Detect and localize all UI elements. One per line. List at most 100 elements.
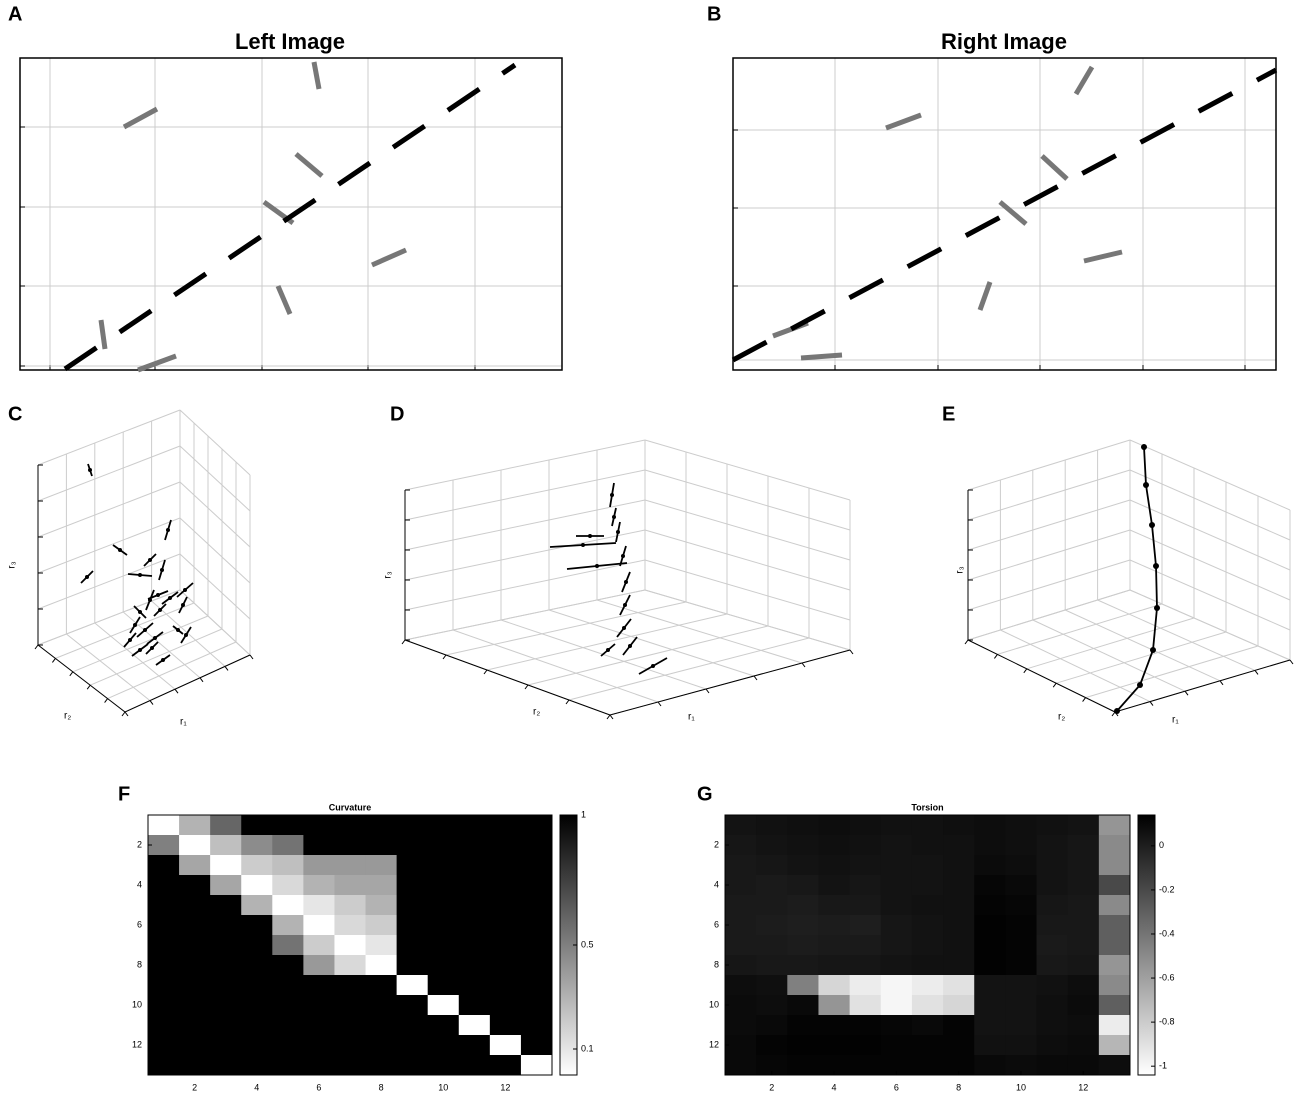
heatmap-cell bbox=[334, 875, 367, 896]
grid-line-layout bbox=[1000, 629, 1151, 703]
heatmap-cell bbox=[756, 995, 788, 1016]
axis-label: r₃ bbox=[7, 561, 18, 568]
tick bbox=[657, 701, 662, 707]
heatmap-cell bbox=[303, 955, 335, 976]
curve bbox=[1116, 446, 1158, 712]
heatmap-cell bbox=[179, 875, 211, 896]
x-tick-label: 2 bbox=[769, 1082, 774, 1092]
heatmap-cell bbox=[210, 935, 242, 956]
heatmap-cell bbox=[818, 995, 851, 1016]
y-tick-label: 6 bbox=[714, 919, 719, 929]
heatmap-cell bbox=[818, 895, 851, 916]
grid-line-layout bbox=[1129, 529, 1291, 601]
heatmap-cell bbox=[427, 935, 460, 956]
grid-line-layout bbox=[107, 641, 237, 700]
heatmap-cell bbox=[943, 835, 975, 856]
heatmap-cell bbox=[880, 975, 913, 996]
heatmap-cell bbox=[210, 835, 242, 856]
heatmap-cell bbox=[1005, 1055, 1038, 1076]
y-tick-label: 8 bbox=[714, 959, 719, 969]
heatmap-cell bbox=[303, 895, 335, 916]
heatmap-cell bbox=[427, 875, 460, 896]
tick bbox=[1254, 670, 1259, 675]
frame bbox=[724, 814, 1131, 1076]
grid-line-layout bbox=[404, 589, 646, 641]
heatmap-cell bbox=[241, 1035, 273, 1056]
heatmap-cell bbox=[1036, 1035, 1069, 1056]
heatmap-cell bbox=[210, 855, 242, 876]
heatmap-cell bbox=[303, 835, 335, 856]
heatmap-cell bbox=[911, 815, 944, 836]
feature-point bbox=[150, 646, 154, 650]
heatmap-cell bbox=[1005, 915, 1038, 936]
heatmap-cell bbox=[179, 1035, 211, 1056]
heatmap-cell bbox=[787, 955, 819, 976]
heatmap-cell bbox=[365, 1015, 398, 1036]
heatmap-cell bbox=[943, 815, 975, 836]
grid-line-layout bbox=[527, 625, 769, 686]
panel-label: A bbox=[8, 3, 22, 25]
feature-point bbox=[181, 603, 185, 607]
axis bbox=[124, 654, 251, 713]
grid-line-layout bbox=[179, 481, 251, 548]
heatmap-cell bbox=[210, 975, 242, 996]
heatmap-cell bbox=[520, 975, 553, 996]
image-title: Right Image bbox=[941, 29, 1067, 54]
heatmap-cell bbox=[241, 895, 273, 916]
heatmap-cell bbox=[241, 875, 273, 896]
y-tick-label: 12 bbox=[132, 1039, 142, 1049]
feature-point bbox=[581, 543, 585, 547]
curve-point bbox=[1149, 522, 1155, 528]
heatmap-cell bbox=[427, 835, 460, 856]
heatmap-cell bbox=[520, 1035, 553, 1056]
heatmap-cell bbox=[179, 855, 211, 876]
heatmap-cell bbox=[818, 1055, 851, 1076]
feature-point bbox=[168, 596, 172, 600]
colorbar-tick-label: 0.5 bbox=[581, 939, 594, 949]
heatmap-cell bbox=[303, 915, 335, 936]
heatmap-cell bbox=[911, 955, 944, 976]
heatmap-cell bbox=[1005, 855, 1038, 876]
axis bbox=[609, 649, 851, 716]
axis-label: r₃ bbox=[955, 566, 966, 573]
heatmap-cell bbox=[179, 1015, 211, 1036]
panel-label: F bbox=[118, 783, 130, 805]
grid-line-layout bbox=[179, 517, 251, 584]
colorbar-tick-label: 0.1 bbox=[581, 1043, 594, 1053]
heatmap-cell bbox=[911, 1055, 944, 1076]
grid-line-layout bbox=[179, 589, 251, 656]
grid-line-layout bbox=[404, 529, 646, 581]
y-tick-label: 12 bbox=[709, 1039, 719, 1049]
heatmap-cell bbox=[1005, 995, 1038, 1016]
heatmap-cell bbox=[396, 815, 429, 836]
heatmap-cell bbox=[520, 995, 553, 1016]
heatmap-cell bbox=[458, 1035, 491, 1056]
heatmap-cell bbox=[489, 955, 522, 976]
heatmap-cell bbox=[179, 1055, 211, 1076]
heatmap-cell bbox=[787, 935, 819, 956]
heatmap-cell bbox=[756, 875, 788, 896]
heatmap-cell bbox=[179, 915, 211, 936]
heatmap-cell bbox=[849, 1055, 882, 1076]
heatmap-cell bbox=[148, 1035, 180, 1056]
heatmap-cell bbox=[787, 995, 819, 1016]
tick bbox=[124, 711, 129, 717]
heatmap-cell bbox=[943, 1015, 975, 1036]
heatmap-cell bbox=[849, 995, 882, 1016]
heatmap-cell bbox=[974, 855, 1006, 876]
heatmap-cell bbox=[365, 915, 398, 936]
grid-line-layout bbox=[37, 589, 181, 646]
heatmap-cell bbox=[725, 935, 757, 956]
heatmap-cell bbox=[818, 975, 851, 996]
feature-point bbox=[176, 628, 180, 632]
tick bbox=[86, 684, 91, 690]
heatmap-cell bbox=[179, 895, 211, 916]
tick bbox=[964, 639, 969, 645]
curve-point bbox=[1114, 708, 1120, 714]
heatmap-cell bbox=[756, 835, 788, 856]
frame bbox=[147, 814, 553, 1076]
heatmap-cell bbox=[272, 1035, 304, 1056]
heatmap-cell bbox=[849, 815, 882, 836]
colorbar bbox=[1137, 814, 1156, 1076]
heatmap-cell bbox=[756, 935, 788, 956]
